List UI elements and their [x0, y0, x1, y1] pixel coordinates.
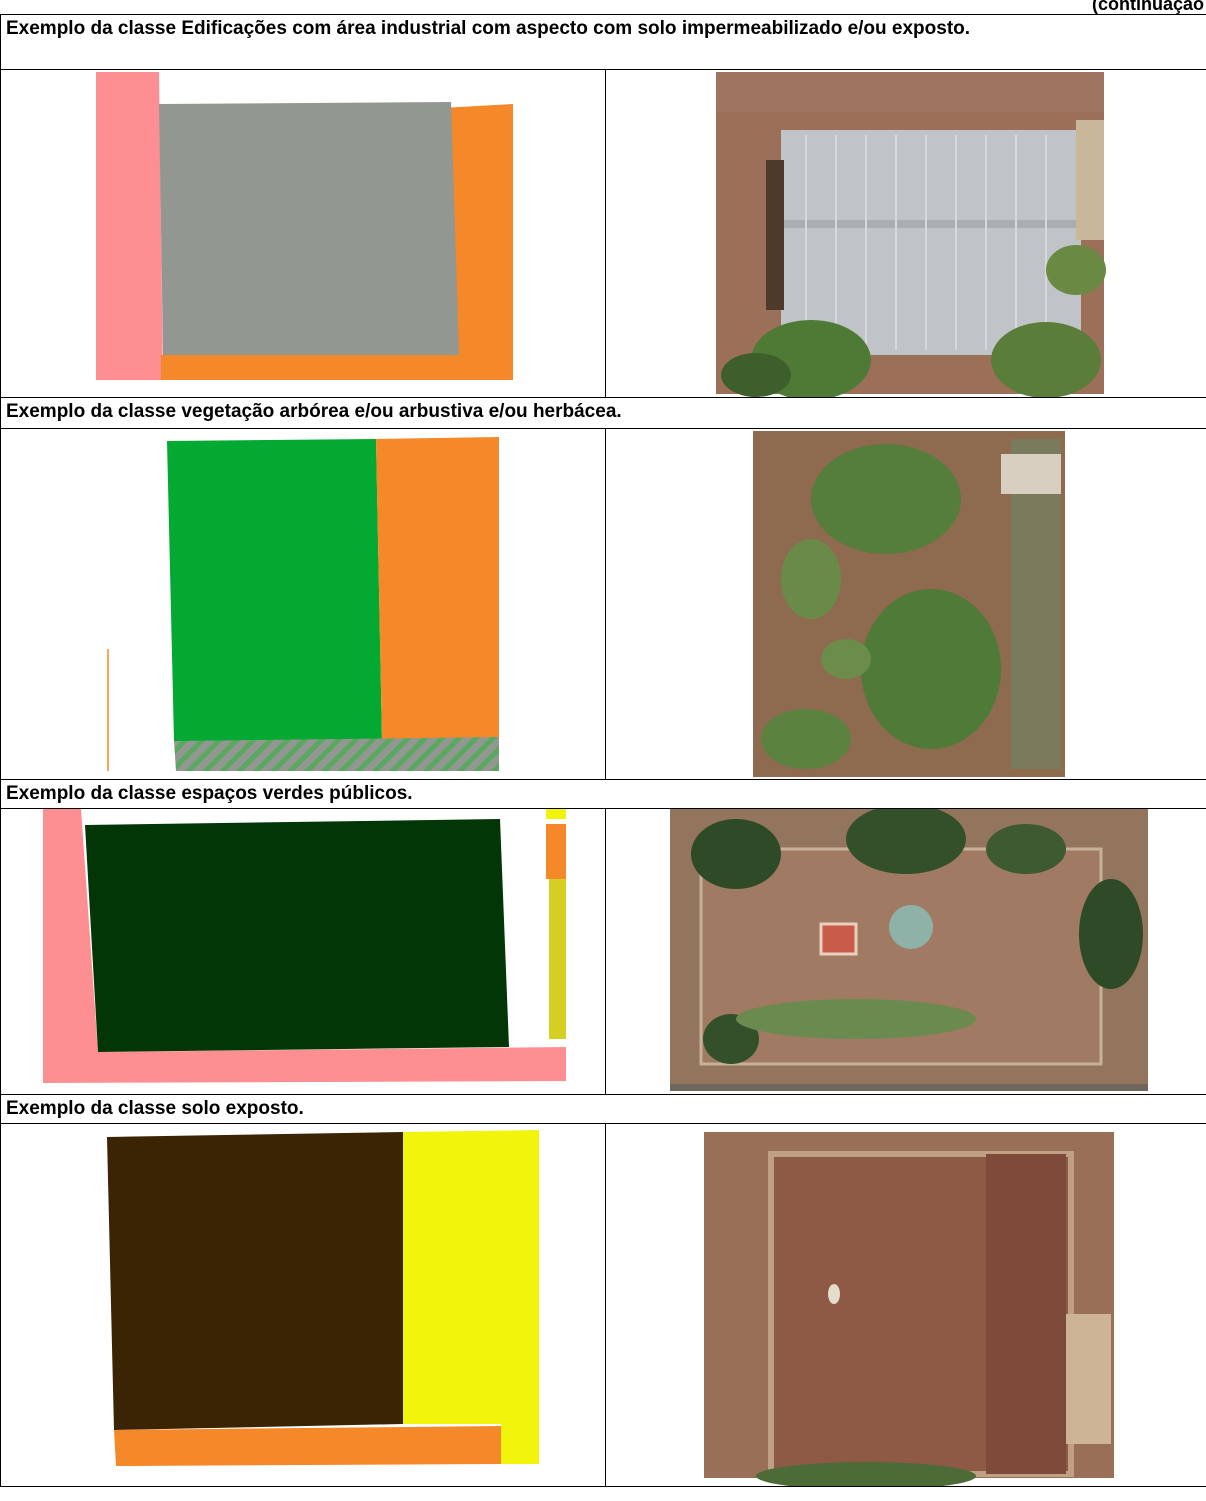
images-row-industrial [0, 69, 1206, 398]
aerial-photo-industrial [604, 69, 1206, 398]
images-row-public-green [0, 808, 1206, 1095]
classification-map-bare-soil [0, 1123, 606, 1487]
caption-row-vegetation: Exemplo da classe vegetação arbórea e/ou… [0, 397, 1206, 429]
aerial-photo-bare-soil [604, 1123, 1206, 1487]
images-row-vegetation [0, 428, 1206, 780]
caption-public-green: Exemplo da classe espaços verdes público… [0, 779, 1206, 809]
images-row-bare-soil [0, 1123, 1206, 1487]
continuation-label: (continuação [1091, 0, 1204, 14]
caption-industrial: Exemplo da classe Edificações com área i… [0, 14, 1206, 70]
class-examples-table: Exemplo da classe Edificações com área i… [0, 14, 1206, 1487]
caption-vegetation: Exemplo da classe vegetação arbórea e/ou… [0, 397, 1206, 429]
caption-bare-soil: Exemplo da classe solo exposto. [0, 1094, 1206, 1124]
classification-map-public-green [0, 808, 606, 1095]
classification-map-vegetation [0, 428, 606, 780]
aerial-photo-vegetation [604, 428, 1206, 780]
caption-row-industrial: Exemplo da classe Edificações com área i… [0, 14, 1206, 70]
aerial-photo-public-green [604, 808, 1206, 1095]
classification-map-industrial [0, 69, 606, 398]
caption-row-bare-soil: Exemplo da classe solo exposto. [0, 1094, 1206, 1124]
caption-row-public-green: Exemplo da classe espaços verdes público… [0, 779, 1206, 809]
